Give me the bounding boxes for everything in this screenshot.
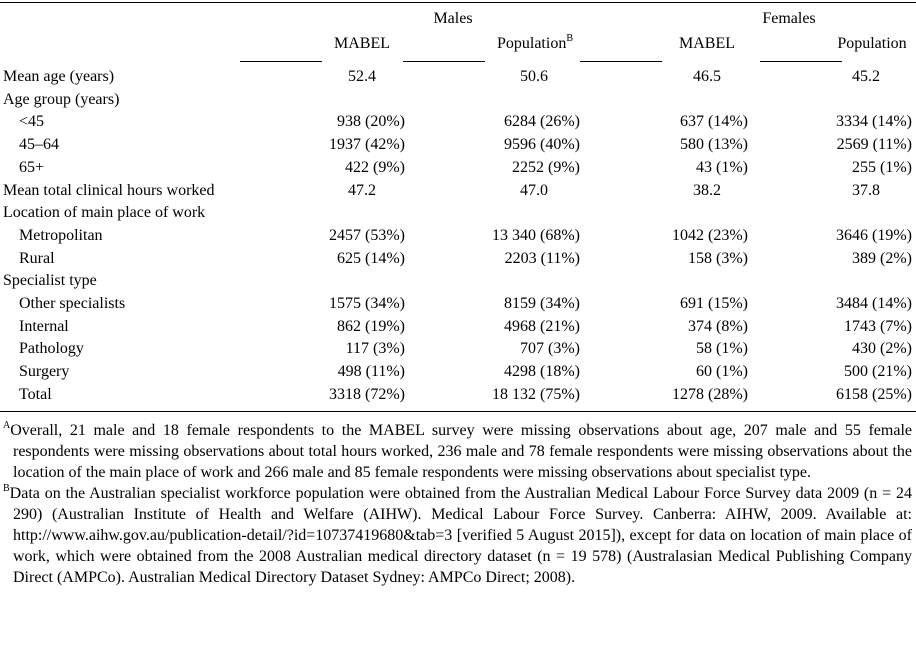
row-label: Metropolitan xyxy=(19,226,103,244)
table-top-rule xyxy=(0,2,916,3)
row-label: Location of main place of work xyxy=(3,204,206,222)
row-label: Surgery xyxy=(19,363,70,381)
table-cell: 52.4 xyxy=(348,68,376,85)
table-cell: 2457 (53%) xyxy=(329,226,405,244)
table-cell: 430 (2%) xyxy=(852,340,912,358)
table-cell: 498 (11%) xyxy=(337,363,405,381)
table-cell: 8159 (34%) xyxy=(504,295,580,312)
column-header-males-population: PopulationB xyxy=(496,32,573,52)
table-cell: 47.0 xyxy=(520,181,548,199)
row-label: 45–64 xyxy=(19,136,59,154)
table-cell: 938 (20%) xyxy=(337,113,405,131)
table-cell: 46.5 xyxy=(693,68,721,85)
table-cell: 58 (1%) xyxy=(696,340,748,358)
row-label: Total xyxy=(19,385,52,403)
table-cell: 500 (21%) xyxy=(844,363,912,381)
table-cell: 38.2 xyxy=(693,181,721,199)
column-header-females-mabel: MABEL xyxy=(679,35,735,52)
footnote-ref-b: B xyxy=(566,32,573,44)
table-cell: 2569 (11%) xyxy=(836,136,912,154)
row-label: 65+ xyxy=(19,158,45,176)
table-cell: 37.8 xyxy=(852,181,880,199)
table-cell: 50.6 xyxy=(520,68,548,85)
row-label: Mean age (years) xyxy=(3,68,115,85)
table-cell: 1743 (7%) xyxy=(844,317,912,335)
table-cell: 4298 (18%) xyxy=(504,363,580,381)
table-cell: 6158 (25%) xyxy=(836,385,912,403)
table-cell: 6284 (26%) xyxy=(504,113,580,131)
table-cell: 374 (8%) xyxy=(688,317,748,335)
table-cell: 707 (3%) xyxy=(520,340,580,358)
row-label: Pathology xyxy=(19,340,84,358)
table-bottom-rule xyxy=(0,411,916,412)
row-label: <45 xyxy=(19,113,45,131)
header-underline xyxy=(403,61,485,62)
table-cell: 1575 (34%) xyxy=(329,295,405,312)
table-cell: 3484 (14%) xyxy=(836,295,912,312)
header-underline xyxy=(580,61,662,62)
table-cell: 422 (9%) xyxy=(345,158,405,176)
table-cell: 255 (1%) xyxy=(852,158,912,176)
row-label: Mean total clinical hours worked xyxy=(3,181,215,199)
table-cell: 13 340 (68%) xyxy=(492,226,580,244)
table-cell: 580 (13%) xyxy=(680,136,748,154)
table-cell: 2203 (11%) xyxy=(504,249,580,267)
table-cell: 691 (15%) xyxy=(680,295,748,312)
table-cell: 45.2 xyxy=(852,68,880,85)
header-underline xyxy=(760,61,842,62)
table-cell: 637 (14%) xyxy=(680,113,748,131)
table-cell: 158 (3%) xyxy=(688,249,748,267)
row-label: Internal xyxy=(19,317,69,335)
footnote-a: AOverall, 21 male and 18 female responde… xyxy=(3,419,912,481)
row-label: Other specialists xyxy=(19,295,126,312)
column-header-males-mabel: MABEL xyxy=(334,35,390,52)
table-cell: 2252 (9%) xyxy=(512,158,580,176)
table-cell: 43 (1%) xyxy=(696,158,748,176)
header-underline xyxy=(240,61,322,62)
row-label: Specialist type xyxy=(3,272,97,290)
table-cell: 9596 (40%) xyxy=(504,136,580,154)
table-cell: 3318 (72%) xyxy=(329,385,405,403)
table-cell: 1278 (28%) xyxy=(672,385,748,403)
table-cell: 389 (2%) xyxy=(852,249,912,267)
table-cell: 862 (19%) xyxy=(337,317,405,335)
table-cell: 18 132 (75%) xyxy=(492,385,580,403)
table-cell: 625 (14%) xyxy=(337,249,405,267)
table-cell: 1042 (23%) xyxy=(672,226,748,244)
group-header-females: Females xyxy=(762,10,816,27)
table-cell: 117 (3%) xyxy=(345,340,405,358)
footnote-b: BData on the Australian specialist workf… xyxy=(3,482,912,586)
column-header-females-population: Population xyxy=(837,35,907,52)
table-cell: 47.2 xyxy=(348,181,376,199)
table-cell: 4968 (21%) xyxy=(504,317,580,335)
row-label: Age group (years) xyxy=(3,90,120,108)
group-header-males: Males xyxy=(433,10,473,27)
table-cell: 60 (1%) xyxy=(696,363,748,381)
table-cell: 3334 (14%) xyxy=(836,113,912,131)
row-label: Rural xyxy=(19,249,55,267)
footnotes: AOverall, 21 male and 18 female responde… xyxy=(3,420,912,588)
table-cell: 3646 (19%) xyxy=(836,226,912,244)
table-cell: 1937 (42%) xyxy=(329,136,405,154)
